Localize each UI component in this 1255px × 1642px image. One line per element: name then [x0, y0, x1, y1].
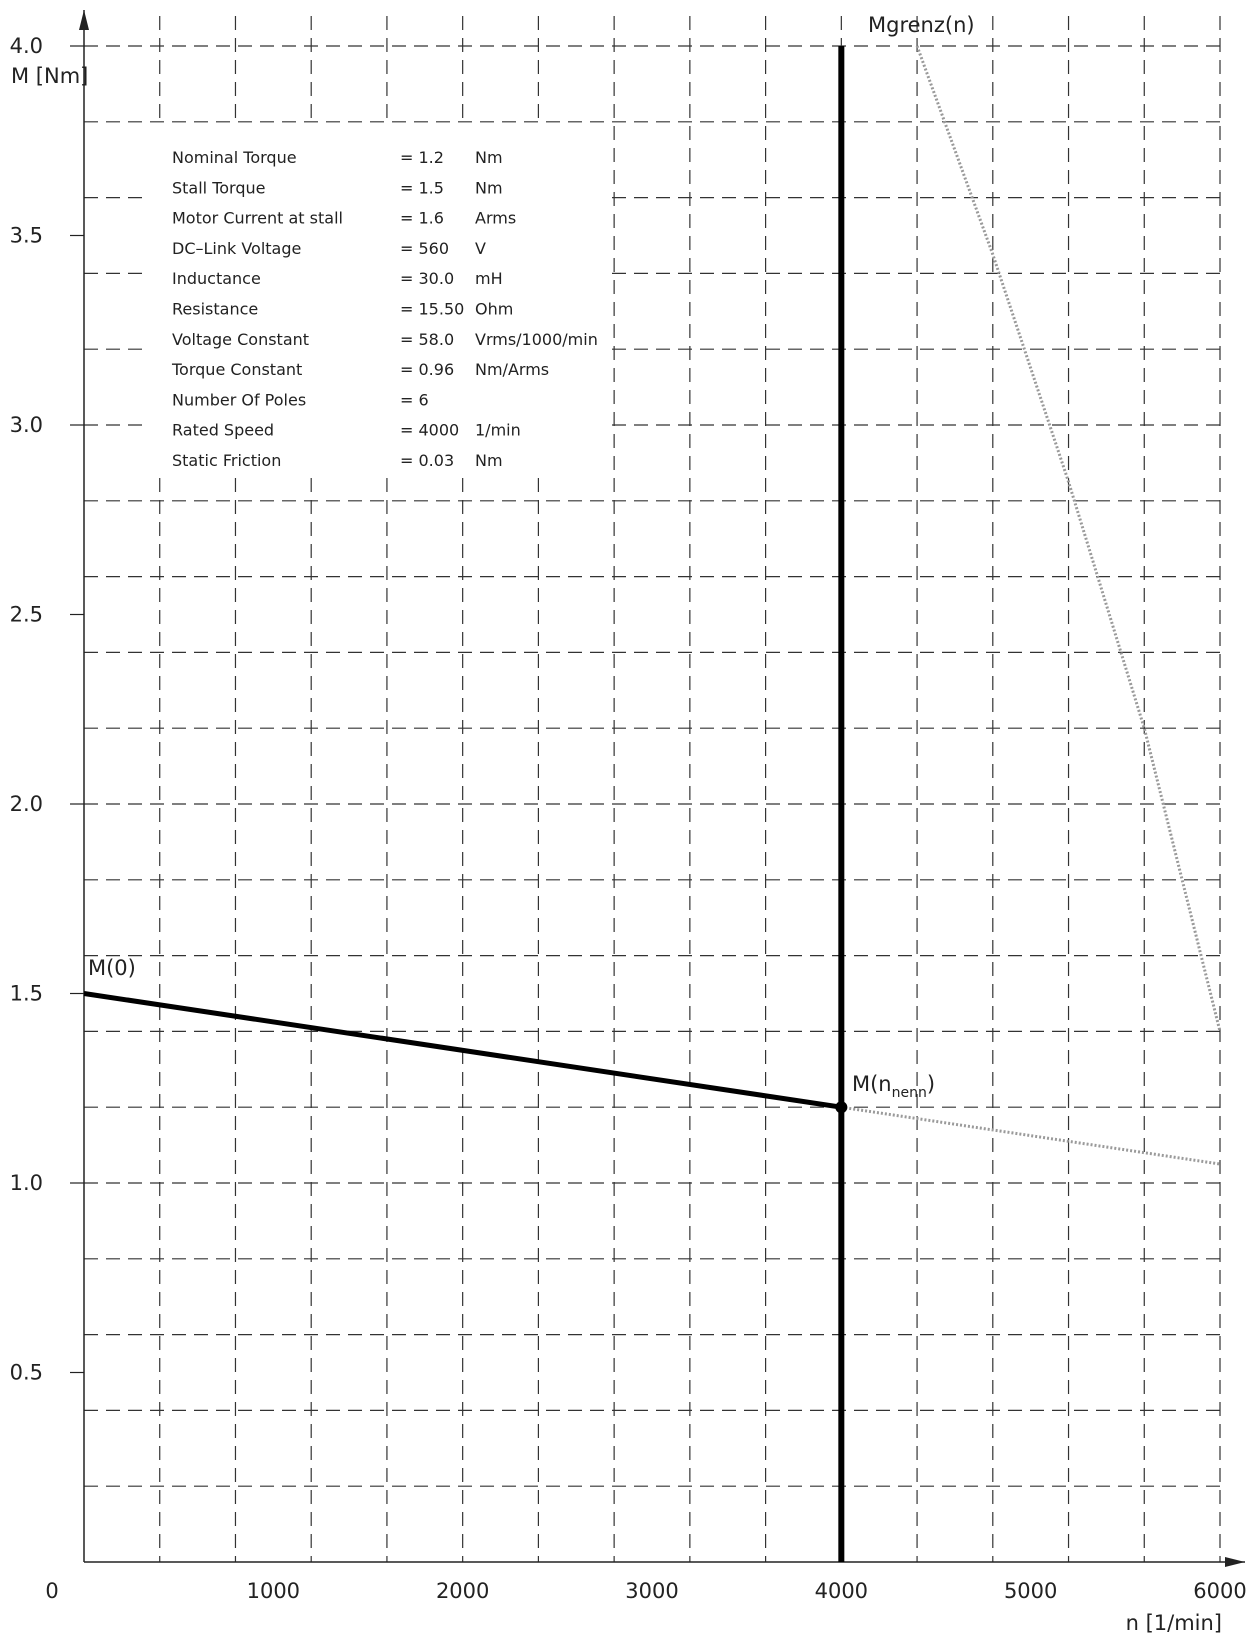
spec-name: Static Friction: [172, 451, 281, 470]
annotation-m-nenn-main: M(n: [852, 1072, 892, 1096]
spec-value: = 1.2: [400, 148, 444, 167]
spec-value: = 30.0: [400, 269, 454, 288]
spec-name: DC–Link Voltage: [172, 239, 301, 258]
spec-table-background: [150, 126, 608, 470]
spec-unit: Nm: [475, 148, 503, 167]
spec-name: Rated Speed: [172, 421, 274, 440]
y-axis-title: M [Nm]: [11, 64, 88, 88]
spec-name: Inductance: [172, 269, 261, 288]
series-line: [915, 45, 1222, 1032]
spec-table: Nominal Torque = 1.2 Nm Stall Torque = 1.5 Nm…: [171, 148, 598, 470]
x-axis-title: n [1/min]: [1126, 1611, 1222, 1635]
spec-name: Number Of Poles: [172, 390, 306, 409]
annotation-m-nenn: M(nnenn): [852, 1072, 935, 1101]
y-axis-arrow: [79, 10, 89, 30]
spec-unit: Arms: [475, 209, 516, 228]
spec-unit: Vrms/1000/min: [475, 330, 598, 349]
spec-name: Voltage Constant: [172, 330, 309, 349]
spec-name: Nominal Torque: [172, 148, 297, 167]
spec-row: Motor Current at stall = 1.6 Arms: [172, 209, 516, 228]
labels: M [Nm] n [1/min] M(0) M(nnenn) Mgrenz(n): [11, 13, 1222, 1635]
series-line: [83, 991, 842, 1110]
spec-row: Voltage Constant = 58.0 Vrms/1000/min: [172, 330, 598, 349]
grid: [84, 16, 1221, 1562]
spec-row: DC–Link Voltage = 560 V: [172, 239, 486, 258]
spec-value: = 560: [400, 239, 449, 258]
spec-unit: Nm: [475, 451, 503, 470]
spec-row: Torque Constant = 0.96 Nm/Arms: [171, 360, 549, 379]
spec-row: Inductance = 30.0 mH: [172, 269, 503, 288]
spec-row: Static Friction = 0.03 Nm: [172, 451, 503, 470]
axes: 0 1000 2000 3000 4000 5000 6000 0.5 1.0 1.5 2.0 2.5…: [10, 10, 1247, 1603]
series-line: [841, 1105, 1221, 1166]
spec-value: = 0.96: [400, 360, 454, 379]
y-tick-label: 3.0: [10, 413, 43, 437]
annotation-m0: M(0): [88, 956, 136, 980]
x-tick-label: 2000: [436, 1579, 489, 1603]
spec-unit: Nm/Arms: [475, 360, 549, 379]
x-axis-arrow: [1225, 1557, 1245, 1567]
y-tick-label: 2.0: [10, 792, 43, 816]
y-tick-label: 1.5: [10, 982, 43, 1006]
spec-row: Resistance = 15.50 Ohm: [172, 300, 513, 319]
spec-row: Number Of Poles = 6: [172, 390, 429, 409]
spec-value: = 1.5: [400, 178, 444, 197]
y-tick-label: 0.5: [10, 1361, 43, 1385]
x-tick-label: 3000: [625, 1579, 678, 1603]
y-tick-label: 2.5: [10, 603, 43, 627]
series: [83, 45, 1222, 1562]
spec-unit: mH: [475, 269, 503, 288]
x-tick-label: 4000: [815, 1579, 868, 1603]
spec-value: = 1.6: [400, 209, 444, 228]
spec-value: = 4000: [400, 421, 459, 440]
spec-value: = 58.0: [400, 330, 454, 349]
spec-value: = 0.03: [400, 451, 454, 470]
spec-unit: Ohm: [475, 300, 513, 319]
spec-value: = 15.50: [400, 300, 464, 319]
y-tick-label: 4.0: [10, 34, 43, 58]
spec-row: Stall Torque = 1.5 Nm: [172, 178, 503, 197]
spec-name: Motor Current at stall: [172, 209, 343, 228]
y-tick-label: 1.0: [10, 1171, 43, 1195]
spec-unit: Nm: [475, 178, 503, 197]
spec-value: = 6: [400, 390, 429, 409]
x-tick-label: 1000: [247, 1579, 300, 1603]
annotation-mgrenz: Mgrenz(n): [868, 13, 975, 37]
spec-unit: V: [475, 239, 486, 258]
spec-row: Rated Speed = 4000 1/min: [172, 421, 521, 440]
spec-name: Torque Constant: [171, 360, 302, 379]
spec-name: Resistance: [172, 300, 258, 319]
spec-unit: 1/min: [475, 421, 521, 440]
x-tick-label: 0: [45, 1579, 58, 1603]
rated-point-marker: [835, 1101, 848, 1114]
spec-name: Stall Torque: [172, 178, 266, 197]
x-tick-label: 6000: [1193, 1579, 1246, 1603]
annotation-m-nenn-subscript: nenn: [892, 1085, 927, 1101]
x-tick-label: 5000: [1004, 1579, 1057, 1603]
y-tick-label: 3.5: [10, 224, 43, 248]
annotation-m-nenn-close: ): [927, 1072, 935, 1096]
spec-row: Nominal Torque = 1.2 Nm: [172, 148, 503, 167]
